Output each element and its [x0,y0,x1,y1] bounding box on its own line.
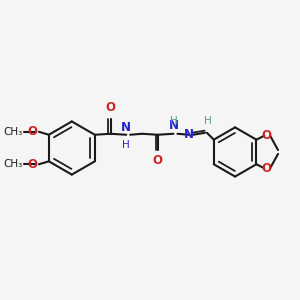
Text: O: O [27,125,37,138]
Text: CH₃: CH₃ [3,127,22,137]
Text: O: O [153,154,163,167]
Text: H: H [204,116,212,126]
Text: O: O [261,129,271,142]
Text: H: H [122,140,130,150]
Text: N: N [184,128,194,141]
Text: CH₃: CH₃ [3,159,22,169]
Text: O: O [27,158,37,171]
Text: N: N [121,121,131,134]
Text: O: O [106,101,116,114]
Text: N: N [169,119,178,132]
Text: H: H [169,116,177,126]
Text: O: O [261,162,271,175]
